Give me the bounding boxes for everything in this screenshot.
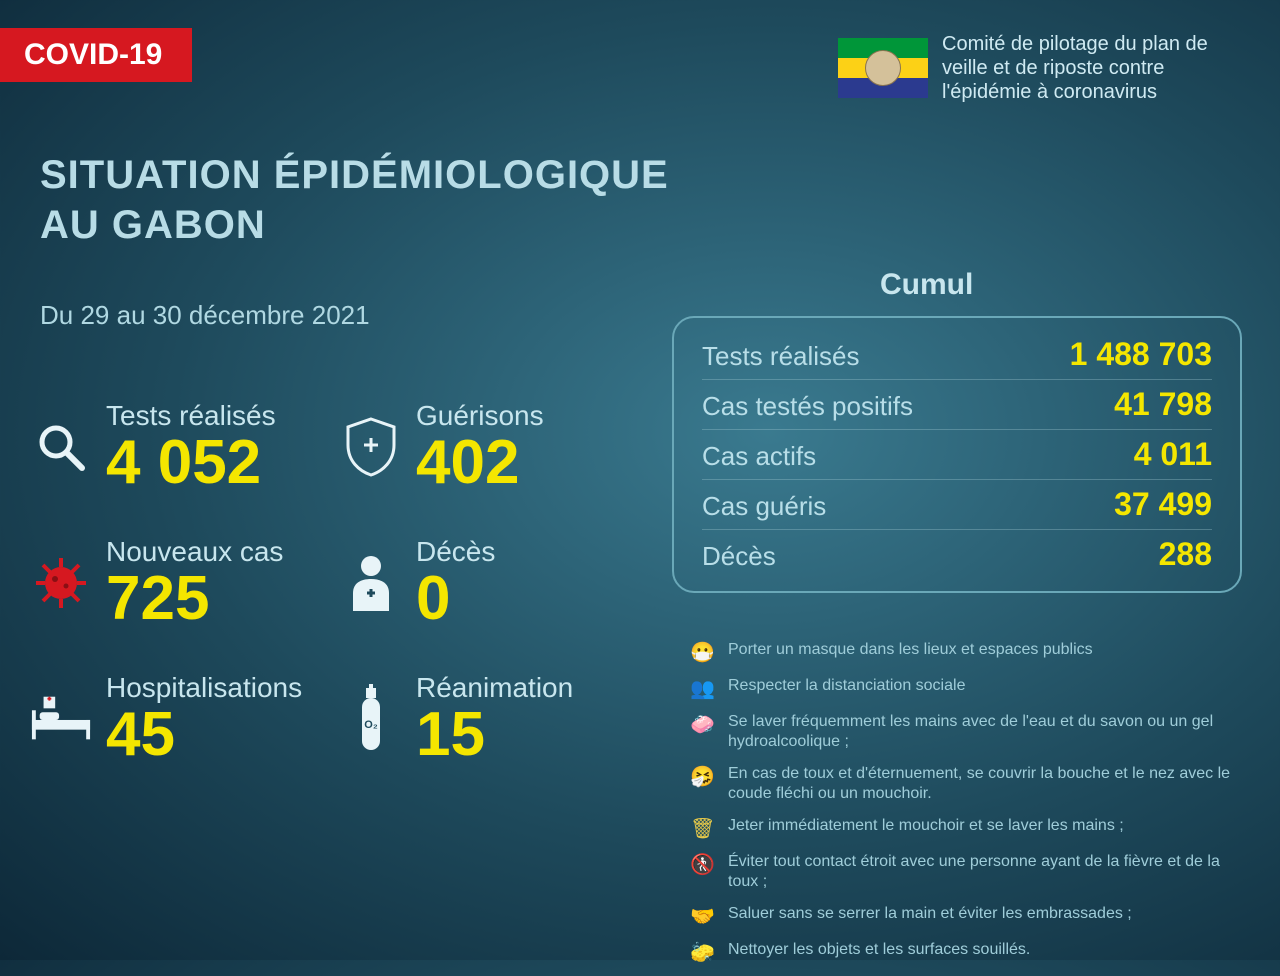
cumul-value: 4 011 — [1134, 436, 1212, 473]
tip-text: Nettoyer les objets et les surfaces soui… — [728, 940, 1030, 960]
tip-row: 😷 Porter un masque dans les lieux et espa… — [690, 640, 1245, 664]
cumul-row: Cas testés positifs 41 798 — [702, 379, 1212, 429]
cumul-row: Décès 288 — [702, 529, 1212, 579]
hospital-bed-icon — [30, 679, 92, 759]
shield-virus-icon — [340, 407, 402, 487]
stat-nouveaux: Nouveaux cas 725 — [30, 536, 340, 630]
tip-text: En cas de toux et d'éternuement, se couv… — [728, 764, 1245, 804]
stat-value: 15 — [416, 704, 573, 766]
medic-person-icon — [340, 543, 402, 623]
stat-deces: Décès 0 — [340, 536, 650, 630]
cumul-row: Tests réalisés 1 488 703 — [702, 330, 1212, 379]
cumul-title: Cumul — [880, 268, 973, 302]
cumul-key: Cas actifs — [702, 441, 816, 472]
tip-text: Porter un masque dans les lieux et espac… — [728, 640, 1093, 660]
prevention-tips: 😷 Porter un masque dans les lieux et espa… — [690, 640, 1245, 976]
wash-hands-icon: 🧼 — [690, 712, 714, 736]
stat-value: 725 — [106, 568, 283, 630]
committee-text: Comité de pilotage du plan de veille et … — [942, 32, 1242, 104]
cumul-box: Tests réalisés 1 488 703 Cas testés posit… — [672, 316, 1242, 593]
date-range: Du 29 au 30 décembre 2021 — [40, 300, 370, 331]
tip-row: 🤝 Saluer sans se serrer la main et éviter… — [690, 904, 1245, 928]
avoid-contact-icon: 🚷 — [690, 852, 714, 876]
cumul-value: 41 798 — [1114, 386, 1212, 423]
daily-stats-grid: Tests réalisés 4 052 Guérisons 402 Nouve… — [30, 400, 650, 766]
title-line-2: AU GABON — [40, 200, 669, 250]
cumul-key: Cas testés positifs — [702, 391, 913, 422]
cumul-key: Tests réalisés — [702, 341, 860, 372]
tip-row: 🚷 Éviter tout contact étroit avec une per… — [690, 852, 1245, 892]
tip-text: Se laver fréquemment les mains avec de l… — [728, 712, 1245, 752]
svg-text:O₂: O₂ — [364, 719, 378, 731]
tip-text: Éviter tout contact étroit avec une pers… — [728, 852, 1245, 892]
cumul-value: 288 — [1159, 536, 1212, 573]
page-title: SITUATION ÉPIDÉMIOLOGIQUE AU GABON — [40, 150, 669, 250]
cough-elbow-icon: 🤧 — [690, 764, 714, 788]
tip-text: Respecter la distanciation sociale — [728, 676, 965, 696]
stat-tests: Tests réalisés 4 052 — [30, 400, 340, 494]
stat-value: 0 — [416, 568, 495, 630]
tip-row: 👥 Respecter la distanciation sociale — [690, 676, 1245, 700]
tip-row: 🗑 Jeter immédiatement le mouchoir et se l… — [690, 816, 1245, 840]
magnifier-icon — [30, 407, 92, 487]
cumul-value: 1 488 703 — [1070, 336, 1212, 373]
tip-row: 🧼 Se laver fréquemment les mains avec de … — [690, 712, 1245, 752]
clean-surfaces-icon: 🧽 — [690, 940, 714, 964]
tip-text: Saluer sans se serrer la main et éviter … — [728, 904, 1132, 924]
no-handshake-icon: 🤝 — [690, 904, 714, 928]
stat-guerisons: Guérisons 402 — [340, 400, 650, 494]
tip-row: 🤧 En cas de toux et d'éternuement, se cou… — [690, 764, 1245, 804]
committee-block: Comité de pilotage du plan de veille et … — [838, 32, 1242, 104]
cumul-value: 37 499 — [1114, 486, 1212, 523]
trash-icon: 🗑 — [690, 816, 714, 840]
virus-icon — [30, 543, 92, 623]
cumul-key: Cas guéris — [702, 491, 826, 522]
tip-text: Jeter immédiatement le mouchoir et se la… — [728, 816, 1124, 836]
gabon-flag-icon — [838, 38, 928, 98]
stat-reanimation: O₂ Réanimation 15 — [340, 672, 650, 766]
covid-badge: COVID-19 — [0, 28, 192, 82]
title-line-1: SITUATION ÉPIDÉMIOLOGIQUE — [40, 150, 669, 200]
cumul-row: Cas guéris 37 499 — [702, 479, 1212, 529]
stat-hospitalisations: Hospitalisations 45 — [30, 672, 340, 766]
stat-value: 4 052 — [106, 432, 276, 494]
cumul-key: Décès — [702, 541, 776, 572]
distance-icon: 👥 — [690, 676, 714, 700]
cumul-row: Cas actifs 4 011 — [702, 429, 1212, 479]
stat-value: 45 — [106, 704, 302, 766]
mask-icon: 😷 — [690, 640, 714, 664]
stat-value: 402 — [416, 432, 544, 494]
oxygen-tank-icon: O₂ — [340, 679, 402, 759]
tip-row: 🧽 Nettoyer les objets et les surfaces sou… — [690, 940, 1245, 964]
